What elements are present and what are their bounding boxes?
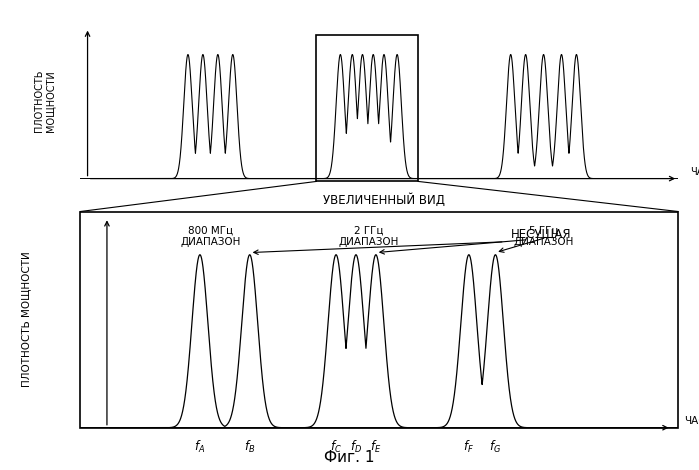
Text: $f_C$: $f_C$ [330,439,342,454]
Text: 800 МГц
ДИАПАЗОН: 800 МГц ДИАПАЗОН [180,225,240,247]
Text: $f_A$: $f_A$ [194,439,206,454]
Text: Фиг. 1: Фиг. 1 [324,450,375,465]
Text: 2 ГГц
ДИАПАЗОН: 2 ГГц ДИАПАЗОН [338,225,398,247]
Text: $f_G$: $f_G$ [489,439,501,454]
Text: ПЛОТНОСТЬ
МОЩНОСТИ: ПЛОТНОСТЬ МОЩНОСТИ [34,70,55,132]
Text: 5 ГГц
ДИАПАЗОН: 5 ГГц ДИАПАЗОН [513,225,574,247]
Text: НЕСУЩАЯ: НЕСУЩАЯ [511,227,571,240]
Text: ПЛОТНОСТЬ МОЩНОСТИ: ПЛОТНОСТЬ МОЩНОСТИ [22,252,31,387]
Text: УВЕЛИЧЕННЫЙ ВИД: УВЕЛИЧЕННЫЙ ВИД [324,193,445,206]
Text: ЧАСТОТА: ЧАСТОТА [690,167,699,177]
Bar [317,35,418,181]
Text: $f_F$: $f_F$ [463,439,475,454]
Text: $f_D$: $f_D$ [350,439,362,454]
Text: $f_B$: $f_B$ [244,439,255,454]
Text: $f_E$: $f_E$ [370,439,382,454]
Bar [80,212,678,428]
Text: ЧАСТОТА: ЧАСТОТА [684,415,699,425]
